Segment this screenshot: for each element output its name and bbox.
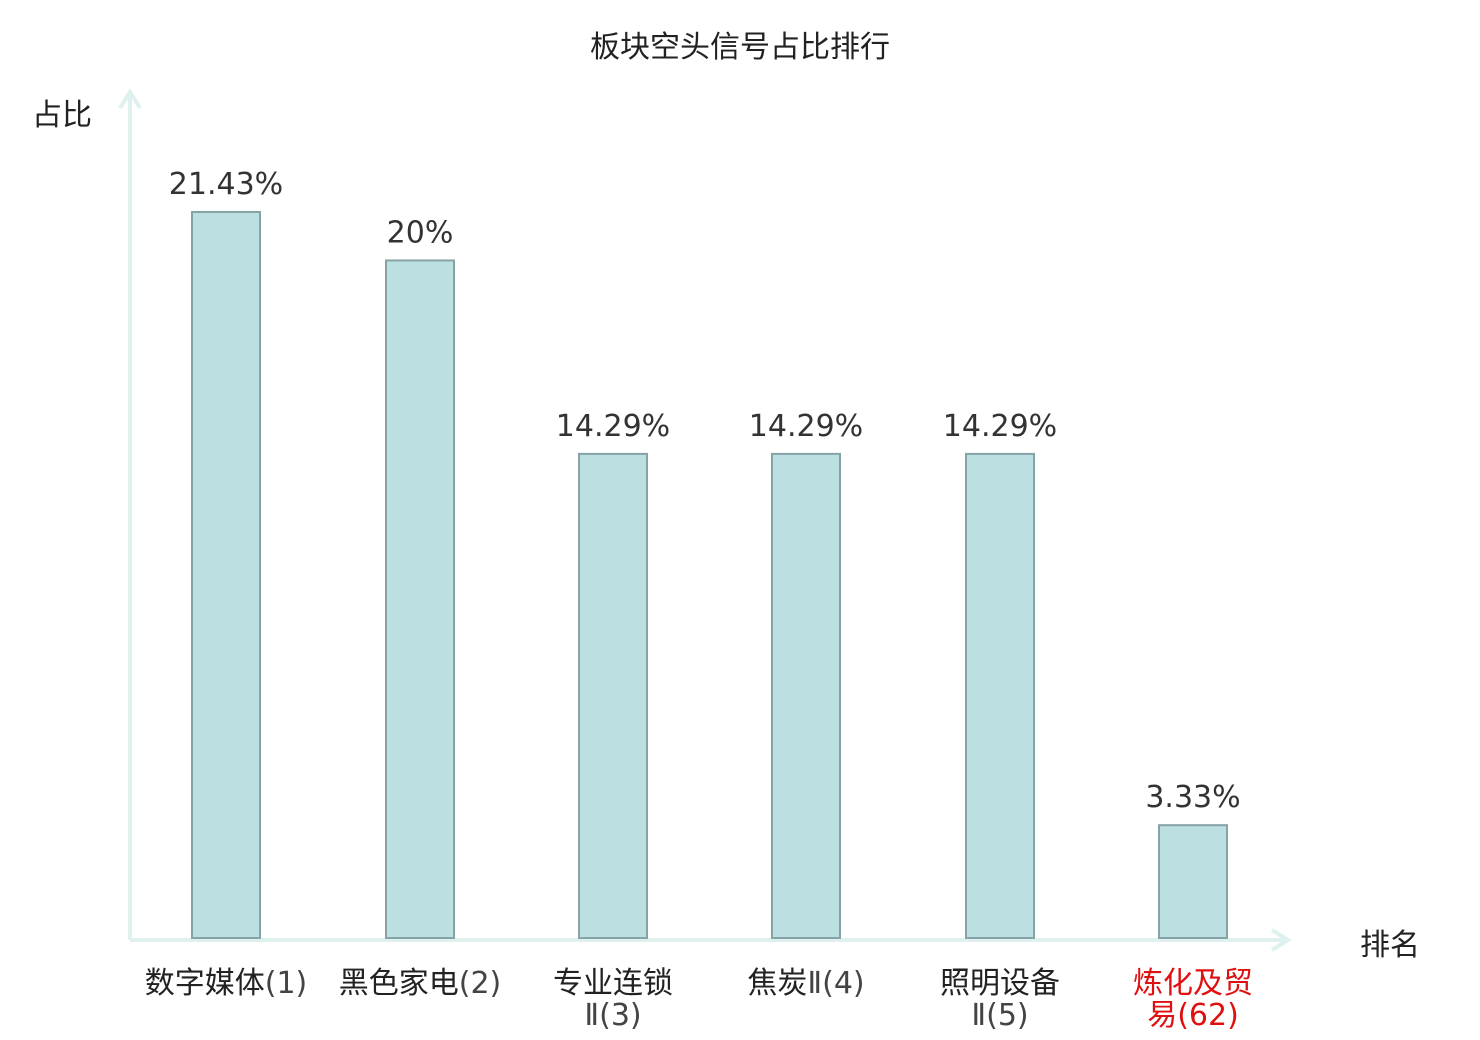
bar-3 bbox=[578, 452, 648, 939]
category-label-6-line-2: 易(62) bbox=[1147, 998, 1239, 1033]
value-label-6: 3.33% bbox=[1145, 780, 1240, 815]
y-axis-label: 占比 bbox=[32, 98, 92, 133]
value-labels: 21.43% 20% 14.29% 14.29% 14.29% 3.33% bbox=[169, 167, 1241, 815]
x-axis-label: 排名 bbox=[1360, 928, 1420, 963]
value-label-5: 14.29% bbox=[943, 409, 1057, 444]
bar-1 bbox=[191, 211, 261, 939]
y-axis-arrow bbox=[118, 88, 142, 110]
chart-title: 板块空头信号占比排行 bbox=[590, 30, 890, 65]
bar-2 bbox=[385, 259, 455, 939]
bars bbox=[191, 211, 1228, 940]
axes bbox=[118, 88, 1292, 952]
category-label-5-line-1: 照明设备 bbox=[940, 966, 1060, 1001]
category-label-3-line-2: Ⅱ(3) bbox=[584, 998, 641, 1033]
value-label-2: 20% bbox=[387, 215, 454, 250]
value-label-1: 21.43% bbox=[169, 167, 283, 202]
value-label-4: 14.29% bbox=[749, 409, 863, 444]
category-label-1-line-1: 数字媒体(1) bbox=[145, 966, 308, 1001]
category-label-4-line-1: 焦炭Ⅱ(4) bbox=[747, 966, 864, 1001]
bar-6 bbox=[1158, 824, 1228, 940]
x-axis-arrow bbox=[1270, 928, 1292, 952]
bar-4 bbox=[771, 452, 841, 939]
category-label-3-line-1: 专业连锁 bbox=[553, 966, 673, 1001]
category-label-5-line-2: Ⅱ(5) bbox=[971, 998, 1028, 1033]
category-label-6-line-1: 炼化及贸 bbox=[1133, 966, 1253, 1001]
bar-5 bbox=[965, 452, 1035, 939]
value-label-3: 14.29% bbox=[556, 409, 670, 444]
category-label-2-line-1: 黑色家电(2) bbox=[339, 966, 502, 1001]
